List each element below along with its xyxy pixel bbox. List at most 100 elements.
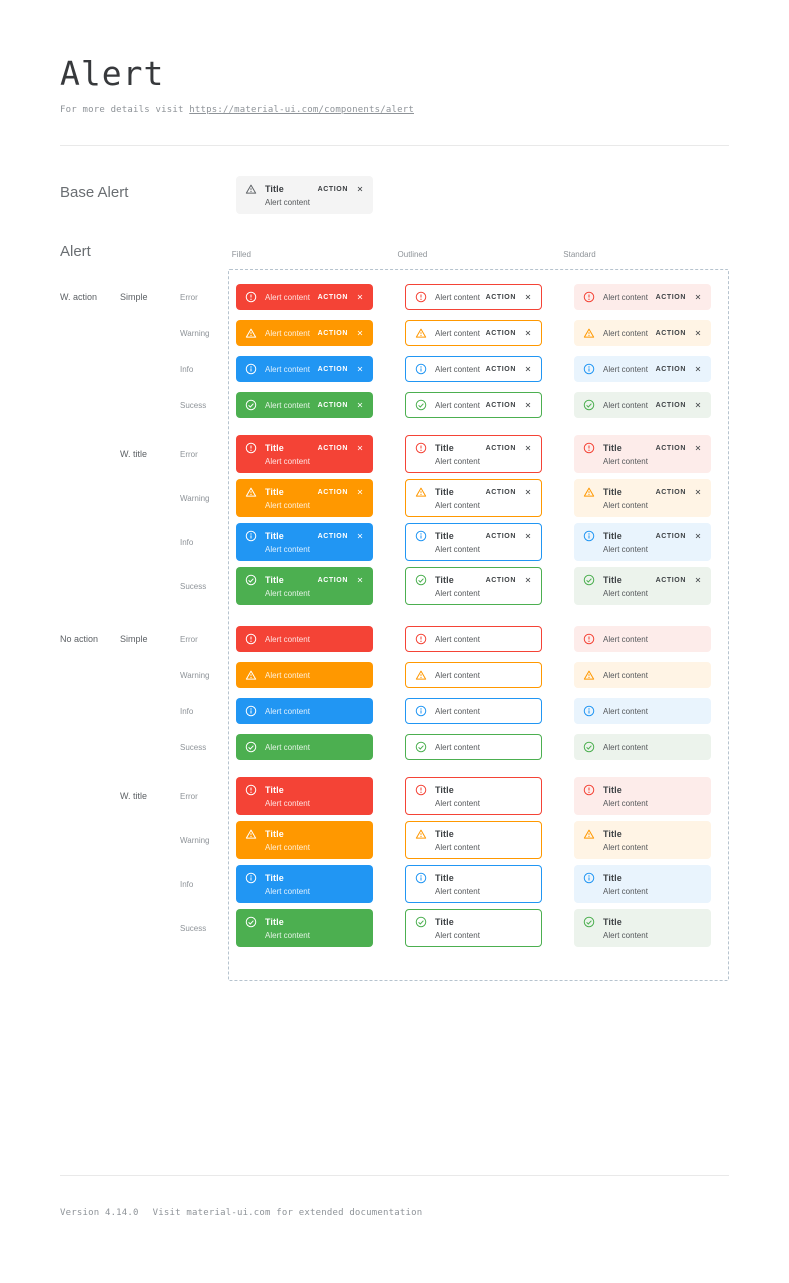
close-icon[interactable] (356, 576, 364, 584)
action-button[interactable]: ACTION (317, 401, 348, 409)
error-icon (415, 784, 427, 796)
close-icon[interactable] (524, 488, 532, 496)
info-icon (415, 530, 427, 542)
close-icon[interactable] (524, 293, 532, 301)
subtitle-text: For more details visit (60, 105, 190, 115)
action-button[interactable]: ACTION (317, 185, 348, 193)
docs-link[interactable]: https://material-ui.com/components/alert (189, 105, 414, 115)
close-icon[interactable] (694, 365, 702, 373)
severity-label: Info (180, 706, 194, 716)
action-button[interactable]: ACTION (655, 576, 686, 584)
alert-content: Alert content (435, 670, 480, 680)
close-icon[interactable] (356, 185, 364, 193)
alert-main-row: Title ACTION (415, 574, 532, 586)
close-icon[interactable] (524, 532, 532, 540)
action-button[interactable]: ACTION (485, 401, 516, 409)
warning-icon (245, 486, 257, 498)
close-icon[interactable] (694, 488, 702, 496)
row-group-label: W. action (60, 292, 98, 302)
alert-standard-error-titled-action: Title ACTION Alert content (574, 435, 711, 473)
close-icon[interactable] (356, 488, 364, 496)
column-header-standard: Standard (563, 250, 596, 259)
close-icon[interactable] (524, 329, 532, 337)
close-icon[interactable] (524, 576, 532, 584)
grid-row: Warning Title Alert content Title Alert cont… (60, 821, 729, 859)
action-button[interactable]: ACTION (317, 293, 348, 301)
grid-rows: W. action Simple Error Alert content ACTION A… (60, 260, 729, 947)
close-icon[interactable] (356, 365, 364, 373)
grid-row: Warning Alert content Alert content Alert c… (60, 662, 729, 688)
alert-main-row: Alert content (236, 705, 373, 717)
alert-standard-error-titled: Title Alert content (574, 777, 711, 815)
close-icon[interactable] (694, 444, 702, 452)
grid-row: Info Alert content ACTION Alert content ACTI… (60, 356, 729, 382)
action-button[interactable]: ACTION (655, 401, 686, 409)
alert-content: Alert content (435, 843, 480, 852)
alert-main-row: Alert content (574, 705, 711, 717)
severity-label: Warning (180, 328, 210, 338)
error-icon (415, 291, 427, 303)
error-icon (245, 784, 257, 796)
action-button[interactable]: ACTION (317, 488, 348, 496)
alert-content: Alert content (435, 364, 480, 374)
action-button[interactable]: ACTION (485, 532, 516, 540)
action-button[interactable]: ACTION (485, 329, 516, 337)
close-icon[interactable] (524, 401, 532, 409)
action-button[interactable]: ACTION (485, 444, 516, 452)
alert-standard-success-titled: Title Alert content (574, 909, 711, 947)
action-button[interactable]: ACTION (655, 532, 686, 540)
subgroup-simple: No action Simple Error Alert content Alert c… (60, 626, 729, 760)
success-icon (583, 741, 595, 753)
action-button[interactable]: ACTION (655, 365, 686, 373)
alert-main-row: Alert content (236, 741, 373, 753)
alert-main-row: Alert content (236, 669, 373, 681)
close-icon[interactable] (694, 401, 702, 409)
action-button[interactable]: ACTION (655, 329, 686, 337)
error-icon (245, 442, 257, 454)
action-button[interactable]: ACTION (485, 365, 516, 373)
alert-outlined-error-titled-action: Title ACTION Alert content (405, 435, 542, 473)
alert-filled-success-titled-action: Title ACTION Alert content (236, 567, 373, 605)
close-icon[interactable] (356, 329, 364, 337)
alert-content: Alert content (265, 198, 310, 207)
action-button[interactable]: ACTION (317, 532, 348, 540)
alert-standard-warning-titled: Title Alert content (574, 821, 711, 859)
alert-section-label: Alert (60, 243, 91, 260)
action-button[interactable]: ACTION (655, 444, 686, 452)
alert-title: Title (603, 531, 622, 541)
action-button[interactable]: ACTION (317, 329, 348, 337)
action-button[interactable]: ACTION (317, 365, 348, 373)
close-icon[interactable] (356, 532, 364, 540)
alert-main-row: Title (583, 916, 702, 928)
close-icon[interactable] (356, 293, 364, 301)
warning-icon (415, 828, 427, 840)
info-icon (245, 705, 257, 717)
close-icon[interactable] (694, 576, 702, 584)
close-icon[interactable] (694, 329, 702, 337)
close-icon[interactable] (694, 293, 702, 301)
close-icon[interactable] (524, 444, 532, 452)
alert-content: Alert content (435, 292, 480, 302)
alert-title: Title (265, 184, 284, 194)
action-button[interactable]: ACTION (655, 293, 686, 301)
alert-content: Alert content (265, 292, 310, 302)
action-button[interactable]: ACTION (655, 488, 686, 496)
close-icon[interactable] (356, 444, 364, 452)
alert-content: Alert content (435, 742, 480, 752)
action-button[interactable]: ACTION (485, 576, 516, 584)
info-icon (415, 363, 427, 375)
error-icon (245, 291, 257, 303)
action-button[interactable]: ACTION (485, 293, 516, 301)
alert-main-row: Title (583, 872, 702, 884)
alert-title: Title (435, 829, 454, 839)
action-button[interactable]: ACTION (485, 488, 516, 496)
success-icon (583, 916, 595, 928)
close-icon[interactable] (356, 401, 364, 409)
action-button[interactable]: ACTION (317, 444, 348, 452)
action-button[interactable]: ACTION (317, 576, 348, 584)
close-icon[interactable] (694, 532, 702, 540)
close-icon[interactable] (524, 365, 532, 373)
alert-title: Title (603, 873, 622, 883)
grid-row: Warning Alert content ACTION Alert content A… (60, 320, 729, 346)
grid-row: W. title Error Title Alert content Title Aler… (60, 777, 729, 815)
